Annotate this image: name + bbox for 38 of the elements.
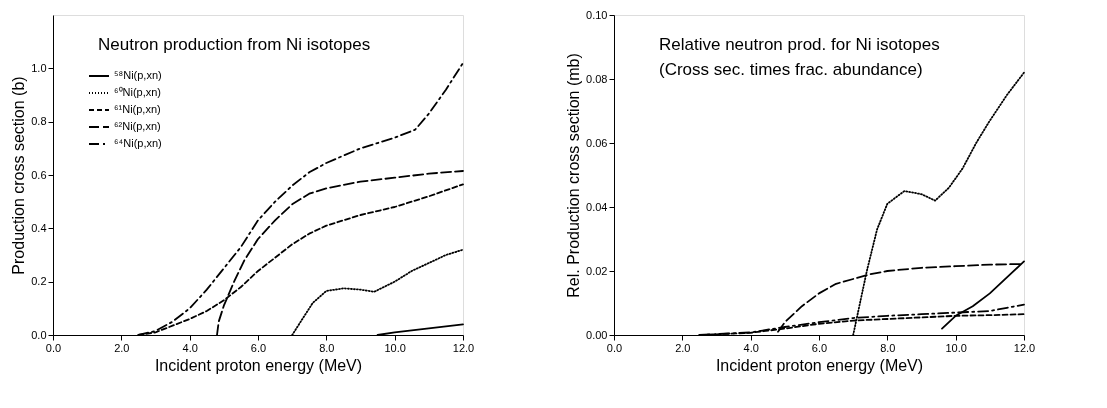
x-axis-title: Incident proton energy (MeV): [715, 356, 924, 374]
legend-label: ⁶²Ni(p,xn): [114, 120, 161, 132]
x-tick-label: 2.0: [675, 341, 691, 354]
y-tick-label: 0.6: [31, 168, 47, 181]
x-axis-title: Incident proton energy (MeV): [154, 356, 363, 374]
text: Neutron production from Ni isotopes: [98, 35, 371, 54]
legend-label: ⁶¹Ni(p,xn): [114, 103, 161, 115]
x-tick-label: 8.0: [319, 341, 335, 354]
y-tick-label: 0.02: [586, 264, 608, 277]
y-tick-label: 0.08: [586, 72, 608, 85]
y-tick-label: 0.00: [586, 328, 608, 341]
legend-label: ⁶⁰Ni(p,xn): [114, 86, 162, 98]
x-tick-label: 4.0: [182, 341, 198, 354]
x-tick-label: 12.0: [452, 341, 475, 354]
y-tick-label: 0.04: [586, 200, 608, 213]
x-tick-label: 8.0: [880, 341, 896, 354]
y-tick-label: 0.2: [31, 275, 47, 288]
legend-label: ⁶⁴Ni(p,xn): [114, 137, 162, 149]
x-tick-label: 0.0: [45, 341, 62, 354]
x-tick-label: 6.0: [811, 341, 828, 354]
x-tick-label: 4.0: [743, 341, 759, 354]
legend-label: ⁵⁸Ni(p,xn): [114, 69, 162, 81]
text: Relative neutron prod. for Ni isotopes: [659, 35, 940, 54]
x-tick-label: 12.0: [1013, 341, 1036, 354]
y-axis-title: Rel. Production cross section (mb): [565, 53, 583, 298]
x-tick-label: 10.0: [945, 341, 967, 354]
text: (Cross sec. times frac. abundance): [659, 60, 923, 79]
y-tick-label: 0.10: [586, 8, 608, 21]
y-axis-title: Production cross section (b): [10, 76, 28, 275]
x-tick-label: 6.0: [250, 341, 267, 354]
y-tick-label: 1.0: [31, 61, 47, 74]
y-tick-label: 0.0: [31, 328, 47, 341]
y-tick-label: 0.4: [31, 221, 47, 234]
x-tick-label: 10.0: [384, 341, 406, 354]
y-tick-label: 0.8: [31, 115, 47, 128]
x-tick-label: 2.0: [114, 341, 130, 354]
x-tick-label: 0.0: [606, 341, 623, 354]
y-tick-label: 0.06: [586, 136, 608, 149]
